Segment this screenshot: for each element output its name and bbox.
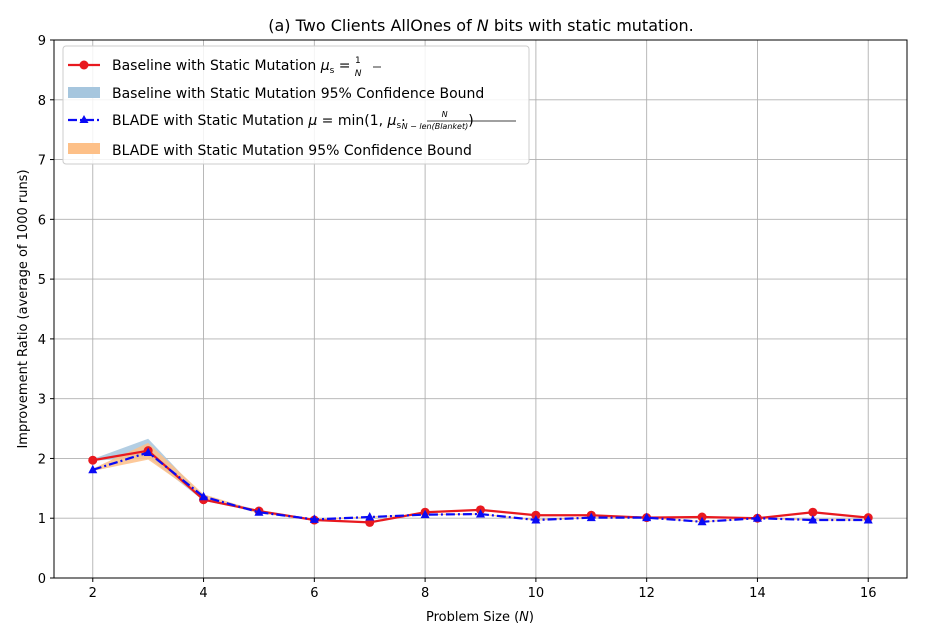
y-tick-label: 6	[38, 213, 46, 228]
plot-frame	[53, 39, 908, 579]
legend-blade-marker	[79, 115, 89, 123]
y-tick-label: 8	[38, 94, 46, 109]
blade-data-point	[697, 516, 707, 526]
x-tick-label: 8	[421, 586, 429, 601]
x-tick-label: 12	[638, 586, 655, 601]
blade-data-point	[586, 512, 596, 522]
x-tick-label: 6	[310, 586, 318, 601]
y-tick-label: 5	[38, 273, 46, 288]
blade-data-point	[863, 515, 873, 524]
legend-blade-band-label: BLADE with Static Mutation 95% Confidenc…	[112, 143, 472, 159]
y-tick-label: 9	[38, 34, 46, 49]
y-tick-label: 7	[38, 154, 46, 169]
blade-data-point	[143, 447, 153, 456]
legend-baseline-band-label: Baseline with Static Mutation 95% Confid…	[112, 86, 484, 102]
y-tick-label: 1	[38, 512, 46, 527]
y-tick-label: 0	[38, 572, 46, 587]
y-tick-label: 2	[38, 452, 46, 467]
blade-data-point	[808, 515, 818, 524]
x-tick-label: 10	[528, 586, 545, 601]
blade-data-point	[254, 507, 264, 516]
blade-data-point	[752, 513, 762, 522]
x-tick-label: 2	[89, 586, 97, 601]
legend-baseline-band-swatch	[68, 87, 100, 98]
legend-blade-band-swatch	[68, 143, 100, 154]
baseline-data-point	[88, 455, 98, 465]
blade-data-point	[420, 509, 430, 519]
x-tick-label: 14	[749, 586, 766, 601]
blade-data-point	[88, 464, 98, 474]
blade-data-point	[365, 512, 375, 521]
blade-data-point	[476, 509, 485, 518]
blade-data-point	[642, 512, 652, 522]
legend-baseline-marker	[79, 60, 89, 70]
legend-box	[62, 45, 530, 165]
y-tick-label: 4	[38, 333, 46, 348]
x-axis-label: Problem Size (N)	[426, 610, 534, 625]
blade-data-point	[309, 514, 319, 523]
x-tick-label: 4	[199, 586, 207, 601]
chart-title: (a) Two Clients AllOnes of N bits with s…	[268, 16, 693, 35]
blade-data-point	[199, 491, 209, 501]
y-tick-label: 3	[38, 393, 46, 408]
blade-data-point	[531, 515, 541, 524]
legend-blade-line-label: BLADE with Static Mutation μ = min(1, μs…	[112, 110, 474, 131]
baseline-data-point	[808, 507, 818, 517]
y-axis-label: Improvement Ratio (average of 1000 runs)	[16, 169, 31, 448]
series-group	[88, 446, 873, 527]
x-tick-label: 16	[860, 586, 877, 601]
